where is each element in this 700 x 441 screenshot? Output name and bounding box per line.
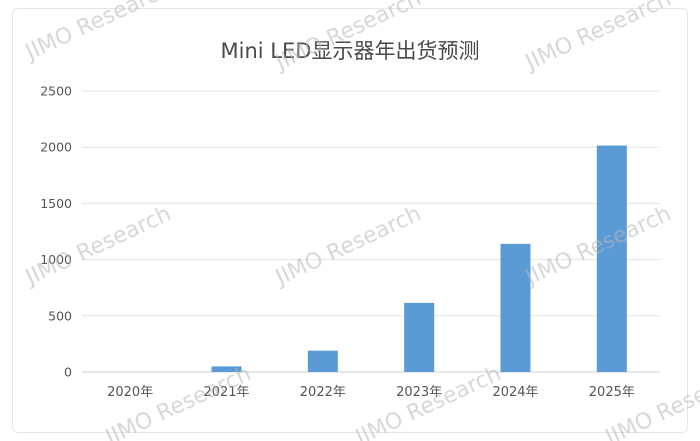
chart-title: Mini LED显示器年出货预测 [221,39,480,63]
watermark-text: JIMO Research [600,361,700,441]
y-tick-label: 2000 [40,140,72,155]
y-tick-label: 1500 [40,196,72,211]
x-tick-label: 2025年 [589,385,635,400]
chart-card [12,8,688,433]
watermark-text: JIMO Research [270,201,425,291]
bar [404,302,435,372]
watermark-text: JIMO Research [20,201,175,291]
bar [211,366,242,372]
y-tick-label: 2500 [40,84,72,99]
watermark-text: JIMO Research [100,361,255,441]
y-tick-label: 1000 [40,252,72,267]
x-tick-label: 2024年 [492,385,538,400]
x-tick-label: 2022年 [300,385,346,400]
watermark-text: JIMO Research [350,361,505,441]
x-tick-label: 2023年 [396,385,442,400]
x-tick-label: 2021年 [203,385,249,400]
watermark-text: JIMO Research [520,0,675,76]
y-tick-label: 0 [64,365,72,380]
x-tick-label: 2020年 [107,385,153,400]
bar-layer [211,145,627,372]
y-tick-layer: 0 500 1000 1500 2000 2500 [40,84,72,380]
x-tick-layer: 2020年 2021年 2022年 2023年 2024年 2025年 [107,385,635,400]
grid-layer [82,90,660,373]
bar [307,350,338,372]
y-tick-label: 500 [48,308,72,323]
bar [596,145,627,372]
bar [500,243,531,372]
watermark-text: JIMO Research [20,0,175,66]
